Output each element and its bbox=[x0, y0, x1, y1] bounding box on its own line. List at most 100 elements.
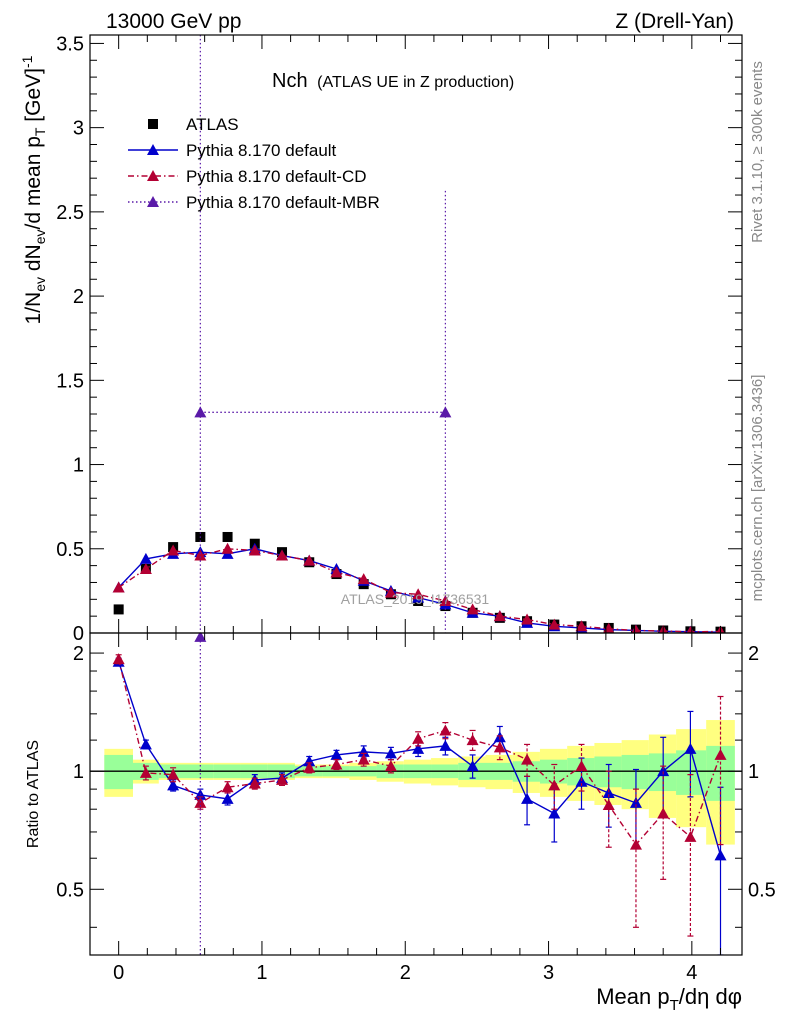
x-tick-label: 3 bbox=[543, 962, 554, 984]
data-point bbox=[412, 588, 425, 600]
ratio-point bbox=[629, 796, 642, 808]
ratio-point bbox=[629, 838, 642, 850]
legend-label: Pythia 8.170 default-MBR bbox=[186, 193, 380, 212]
data-point bbox=[548, 618, 561, 630]
x-tick-label: 0 bbox=[113, 962, 124, 984]
ratio-point bbox=[330, 748, 343, 760]
data-point bbox=[521, 613, 534, 625]
ratio-point bbox=[276, 773, 289, 785]
data-point bbox=[112, 581, 125, 593]
ratio-point bbox=[521, 792, 534, 804]
header-process: Z (Drell-Yan) bbox=[615, 10, 734, 33]
ratio-point bbox=[248, 777, 261, 789]
ratio-point bbox=[521, 753, 534, 765]
legend-marker bbox=[147, 144, 159, 155]
plot-title: Nch (ATLAS UE in Z production) bbox=[272, 70, 514, 92]
data-point bbox=[167, 544, 180, 556]
legend-marker bbox=[148, 119, 158, 129]
data-point bbox=[686, 625, 695, 633]
data-point bbox=[466, 603, 479, 615]
ratio-point bbox=[493, 741, 506, 753]
data-point bbox=[575, 620, 588, 632]
ratio-y-axis-title: Ratio to ATLAS bbox=[25, 740, 42, 848]
ratio-point bbox=[194, 633, 207, 642]
legend-marker bbox=[147, 170, 159, 181]
ratio-point bbox=[412, 742, 425, 754]
data-point bbox=[631, 624, 641, 633]
y-tick-label: 3.5 bbox=[56, 33, 84, 55]
ratio-point bbox=[303, 761, 316, 773]
data-point bbox=[139, 552, 152, 564]
ratio-point bbox=[357, 753, 370, 765]
y-tick-label: 1 bbox=[73, 761, 84, 783]
ratio-point bbox=[657, 765, 670, 777]
ratio-point bbox=[575, 760, 588, 772]
y-tick-label: 2 bbox=[73, 286, 84, 308]
data-point bbox=[276, 549, 289, 561]
ratio-point bbox=[167, 779, 180, 791]
panel-frame bbox=[89, 632, 743, 956]
uncertainty-band-inner bbox=[621, 754, 649, 790]
data-point bbox=[493, 610, 506, 622]
ratio-point bbox=[466, 734, 479, 746]
data-point bbox=[248, 544, 261, 556]
ratio-point bbox=[439, 724, 452, 736]
x-tick-label: 1 bbox=[256, 962, 267, 984]
ratio-point bbox=[221, 781, 234, 793]
ratio-data-group bbox=[112, 633, 727, 955]
y-tick-label-right: 1 bbox=[748, 761, 759, 783]
data-point bbox=[221, 542, 234, 554]
legend: ATLAS Pythia 8.170 default Pythia 8.170 de… bbox=[128, 115, 380, 212]
ratio-point bbox=[112, 653, 125, 665]
y-tick-label: 2.5 bbox=[56, 202, 84, 224]
legend-marker bbox=[147, 196, 159, 207]
ratio-point bbox=[139, 766, 152, 778]
main-axes-group: 0 0.5 1 1.5 2 2.5 3 3.5 bbox=[56, 33, 743, 645]
ratio-point bbox=[684, 830, 697, 842]
ratio-point bbox=[357, 745, 370, 757]
data-point bbox=[439, 406, 452, 418]
ratio-point bbox=[412, 732, 425, 744]
header-energy: 13000 GeV pp bbox=[106, 10, 241, 33]
ratio-point bbox=[303, 755, 316, 767]
data-point bbox=[194, 549, 207, 561]
x-axis-title: Mean pT/dη dφ bbox=[596, 984, 742, 1014]
legend-label: ATLAS bbox=[186, 115, 239, 134]
legend-label: Pythia 8.170 default-CD bbox=[186, 167, 367, 186]
plot-title-main: Nch bbox=[272, 70, 308, 92]
ratio-point bbox=[384, 760, 397, 772]
y-tick-label: 0.5 bbox=[56, 879, 84, 901]
data-point bbox=[222, 531, 233, 542]
data-point bbox=[113, 604, 124, 615]
uncertainty-band-inner bbox=[104, 754, 133, 790]
data-point bbox=[330, 566, 343, 578]
ratio-point bbox=[139, 738, 152, 750]
y-tick-label: 3 bbox=[73, 118, 84, 140]
ratio-axes-group: 0.5 0.5 1 1 2 2 0 1 2 3 4 bbox=[56, 632, 776, 984]
y-tick-label-right: 0.5 bbox=[748, 879, 776, 901]
legend-label: Pythia 8.170 default bbox=[186, 141, 337, 160]
y-tick-label: 1.5 bbox=[56, 370, 84, 392]
rivet-label: Rivet 3.1.10, ≥ 300k events bbox=[749, 61, 766, 243]
x-tick-label: 2 bbox=[400, 962, 411, 984]
y-tick-label: 2 bbox=[73, 643, 84, 665]
ratio-point bbox=[602, 786, 615, 798]
ratio-point bbox=[714, 748, 727, 760]
y-tick-label: 1 bbox=[73, 455, 84, 477]
ratio-point bbox=[384, 747, 397, 759]
ratio-point bbox=[221, 792, 234, 804]
mcplots-label: mcplots.cern.ch [arXiv:1306.3436] bbox=[749, 375, 766, 602]
ratio-point bbox=[602, 798, 615, 810]
main-data-group bbox=[112, 35, 726, 633]
main-y-axis-title: 1/Nev dNev/d mean pT [GeV]-1 bbox=[19, 55, 48, 324]
ratio-point bbox=[167, 768, 180, 780]
ratio-point bbox=[548, 807, 561, 819]
data-point bbox=[384, 586, 397, 598]
y-tick-label: 0.5 bbox=[56, 539, 84, 561]
data-point bbox=[303, 554, 316, 566]
ratio-point bbox=[657, 807, 670, 819]
data-point bbox=[194, 406, 207, 418]
ratio-point bbox=[548, 779, 561, 791]
plot-title-sub: (ATLAS UE in Z production) bbox=[317, 74, 514, 91]
